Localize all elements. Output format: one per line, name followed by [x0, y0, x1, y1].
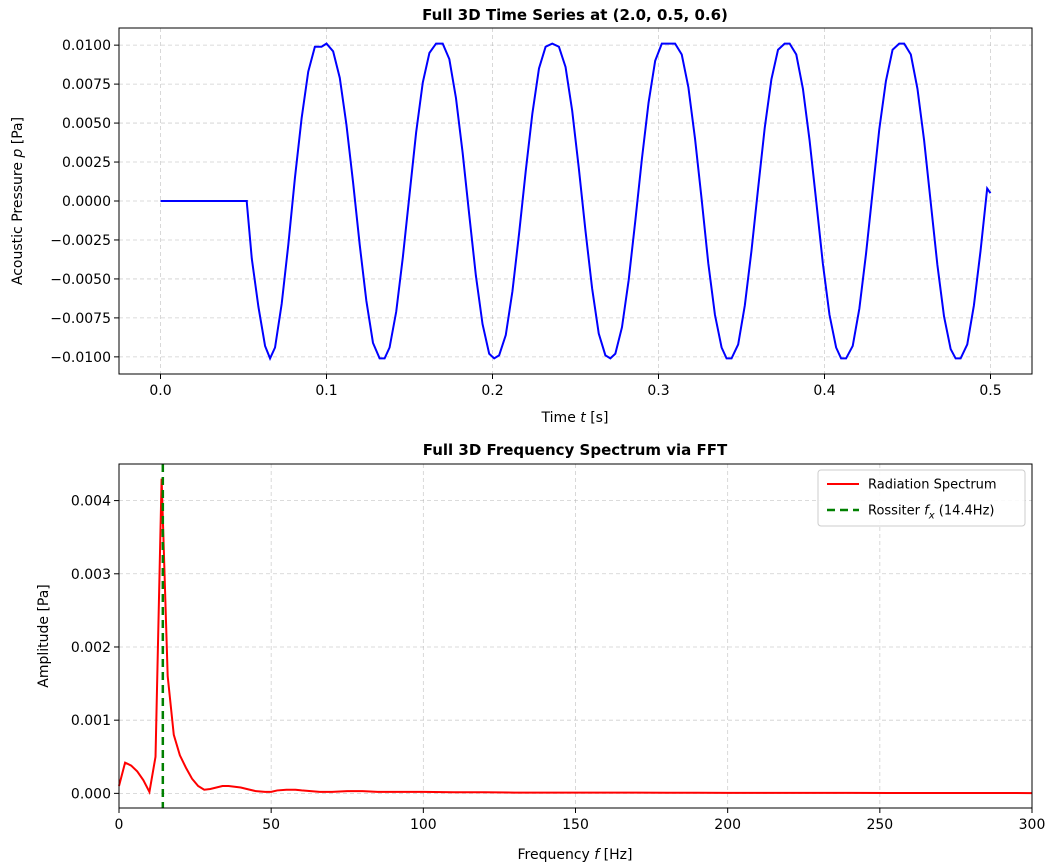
spectrum-axes: Full 3D Frequency Spectrum via FFT 0 50 10… [36, 441, 1045, 863]
time-series-ytick-label: −0.0100 [50, 350, 111, 366]
spectrum-xtick-label: 300 [1019, 817, 1046, 833]
spectrum-xtick-label: 100 [410, 817, 437, 833]
spectrum-ytick-label: 0.001 [71, 713, 111, 729]
spectrum-ytick-label: 0.000 [71, 786, 111, 802]
time-series-ylabel: Acoustic Pressure p [Pa] [10, 117, 26, 285]
time-series-xtick-label: 0.2 [481, 383, 503, 399]
time-series-ytick-label: 0.0000 [62, 194, 111, 210]
spectrum-xtick-label: 200 [714, 817, 741, 833]
spectrum-ytick-label: 0.003 [71, 567, 111, 583]
spectrum-ytick-label: 0.004 [71, 494, 111, 510]
legend-box [817, 469, 1026, 527]
time-series-xlabel: Time t [s] [541, 410, 609, 426]
spectrum-xtick-label: 0 [115, 817, 124, 833]
time-series-axes: Full 3D Time Series at (2.0, 0.5, 0.6) 0… [10, 6, 1033, 426]
legend-label-rossiter: Rossiter fx (14.4Hz) [868, 504, 994, 522]
time-series-ytick-label: 0.0025 [62, 155, 111, 171]
spectrum-ytick-label: 0.002 [71, 640, 111, 656]
time-series-xtick-label: 0.3 [647, 383, 669, 399]
time-series-frame [118, 27, 1033, 375]
spectrum-xlabel: Frequency f [Hz] [518, 847, 633, 863]
spectrum-frame [118, 463, 1033, 809]
time-series-xtick-label: 0.5 [979, 383, 1001, 399]
spectrum-legend: Radiation Spectrum Rossiter fx (14.4Hz) [817, 469, 1026, 527]
time-series-line [160, 42, 992, 361]
time-series-ytick-label: 0.0100 [62, 38, 111, 54]
spectrum-xtick-label: 50 [262, 817, 280, 833]
time-series-ytick-label: −0.0050 [50, 272, 111, 288]
time-series-xtick-label: 0.0 [149, 383, 171, 399]
time-series-xtick-label: 0.4 [813, 383, 835, 399]
spectrum-xtick-label: 250 [866, 817, 893, 833]
time-series-xtick-label: 0.1 [315, 383, 337, 399]
time-series-title: Full 3D Time Series at (2.0, 0.5, 0.6) [422, 6, 728, 24]
time-series-ytick-label: 0.0075 [62, 77, 111, 93]
spectrum-xtick-label: 150 [562, 817, 589, 833]
legend-label-radiation: Radiation Spectrum [868, 478, 997, 493]
time-series-ytick-label: 0.0050 [62, 116, 111, 132]
spectrum-title: Full 3D Frequency Spectrum via FFT [423, 441, 728, 459]
time-series-ytick-label: −0.0025 [50, 233, 111, 249]
time-series-ytick-label: −0.0075 [50, 311, 111, 327]
spectrum-line [118, 478, 1033, 795]
spectrum-ylabel: Amplitude [Pa] [36, 584, 52, 688]
